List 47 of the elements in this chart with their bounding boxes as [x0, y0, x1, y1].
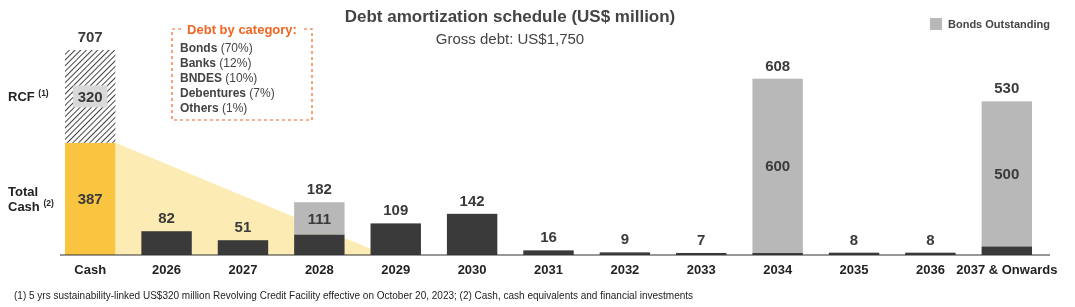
- total-label: 16: [540, 228, 557, 246]
- annotation: Debentures (7%): [180, 86, 275, 100]
- x-tick-label: 2030: [457, 262, 487, 277]
- bar: [752, 78, 803, 253]
- x-tick-label: 2029: [381, 262, 411, 277]
- bar: [294, 202, 345, 235]
- chart-subtitle: Gross debt: US$1,750: [435, 30, 585, 47]
- total-label: 82: [158, 209, 175, 227]
- total-label: 9: [620, 230, 630, 248]
- legend-label: Bonds Outstanding: [948, 17, 1051, 30]
- x-tick-label: 2031: [534, 262, 563, 277]
- x-tick-label: 2033: [686, 262, 716, 277]
- data-label: 387: [77, 190, 103, 208]
- series-label: Total Cash $^{(2)}$: [8, 184, 54, 214]
- x-tick-label: 2035: [839, 262, 869, 277]
- x-tick-label: 2028: [304, 262, 334, 277]
- x-tick-label: 2036: [915, 262, 945, 277]
- data-label: 500: [994, 165, 1020, 183]
- total-label: 530: [994, 79, 1020, 97]
- total-label: 109: [383, 201, 409, 219]
- x-tick-label: Cash: [74, 262, 107, 277]
- chart-title: Debt amortization schedule (US$ million): [344, 7, 676, 26]
- total-label: 182: [306, 180, 332, 198]
- annotation: Banks (12%): [180, 56, 252, 70]
- x-tick-label: 2026: [152, 262, 182, 277]
- total-label: 8: [849, 230, 859, 248]
- bar: [64, 142, 116, 255]
- total-label: 51: [234, 218, 252, 236]
- annotation: Others (1%): [180, 101, 248, 115]
- data-label: 600: [765, 156, 791, 174]
- total-label: 707: [77, 28, 103, 45]
- annotation: Bonds (70%): [180, 41, 253, 55]
- total-label: 608: [765, 56, 791, 74]
- data-label: 320: [77, 87, 103, 105]
- x-tick-label: 2037 & Onwards: [956, 262, 1058, 277]
- x-tick-label: 2027: [228, 262, 258, 277]
- annotation: BNDES (10%): [180, 71, 258, 85]
- total-label: 142: [459, 191, 485, 209]
- total-label: 7: [697, 230, 706, 248]
- x-tick-label: 2034: [763, 262, 793, 277]
- x-tick-label: 2032: [610, 262, 640, 277]
- data-label: 111: [307, 209, 332, 227]
- text: Debt by category:: [187, 22, 297, 37]
- total-label: 8: [926, 230, 935, 248]
- text: (1) 5 yrs sustainability-linked US$320 million Revolving Credit Facility effective on October 20, 2023; (2) Cash, cash equivalents and financial investments: [14, 290, 694, 301]
- bar: [981, 101, 1033, 247]
- series-label: RCF $^{(1)}$: [8, 87, 49, 104]
